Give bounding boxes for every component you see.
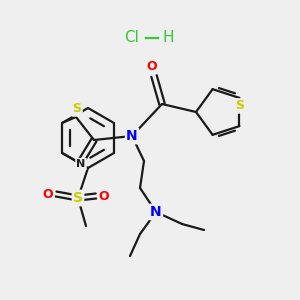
Text: N: N [150,205,162,219]
Text: O: O [43,188,53,200]
Text: S: S [235,99,244,112]
Text: Cl: Cl [124,31,140,46]
Text: S: S [73,191,83,205]
Text: H: H [162,31,174,46]
Text: N: N [126,129,138,143]
Text: O: O [147,59,157,73]
Text: O: O [99,190,109,202]
Text: N: N [76,159,85,169]
Text: S: S [73,103,82,116]
